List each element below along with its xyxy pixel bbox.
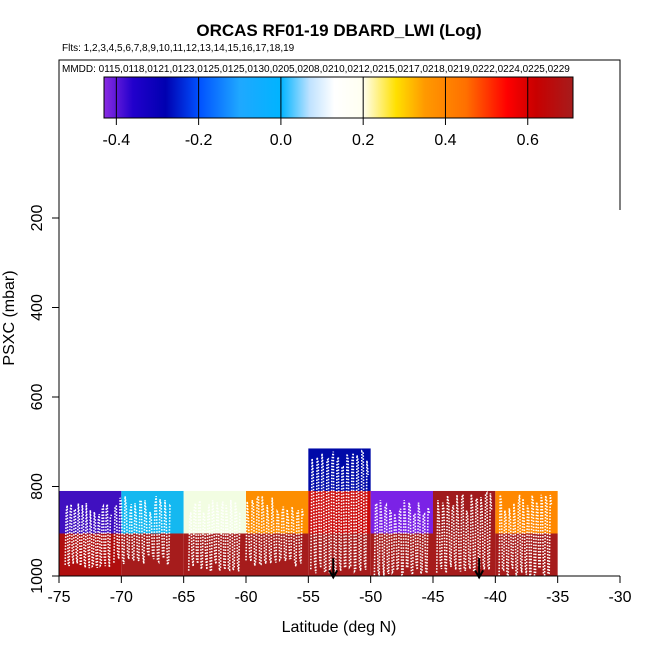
- markers: [328, 558, 484, 580]
- x-tick-label: -50: [359, 589, 382, 606]
- marker-arrow-head: [474, 569, 484, 580]
- heatmap-cell: [121, 490, 184, 534]
- flight-track: [187, 499, 242, 574]
- marker-arrow-head: [328, 569, 339, 580]
- x-tick-label: -65: [172, 589, 195, 606]
- flight-track: [64, 503, 113, 569]
- heatmap-cell: [121, 533, 184, 576]
- x-tick-label: -70: [110, 589, 133, 606]
- x-axis-ticks: -75 -70 -65 -60 -55 -50 -45 -40 -35 -30: [47, 576, 632, 606]
- y-tick-label: 600: [29, 384, 46, 411]
- legend-frame: [58, 59, 621, 210]
- x-axis-label: Latitude (deg N): [282, 619, 397, 636]
- y-axis-label: PSXC (mbar): [1, 270, 18, 365]
- colorbar-tick-label: 0.2: [352, 132, 374, 149]
- chart-title: ORCAS RF01-19 DBARD_LWI (Log): [196, 21, 481, 40]
- x-tick-label: -40: [484, 589, 507, 606]
- colorbar-tick-label: -0.4: [103, 132, 131, 149]
- x-tick-label: -35: [546, 589, 569, 606]
- flight-track: [435, 490, 493, 574]
- colorbar-tick-label: 0.4: [434, 132, 456, 149]
- x-tick-label: -45: [421, 589, 444, 606]
- colorbar-tick-label: -0.2: [185, 132, 213, 149]
- x-tick-label: -30: [608, 589, 631, 606]
- flight-track: [113, 495, 172, 565]
- flights-line: Flts: 1,2,3,4,5,6,7,8,9,10,11,12,13,14,1…: [62, 43, 295, 54]
- flight-tracks: [64, 449, 553, 576]
- colorbar-tick-label: 0.6: [517, 132, 539, 149]
- y-tick-label: 200: [29, 205, 46, 232]
- y-axis-ticks: 200 400 600 800 1000: [29, 205, 59, 594]
- flight-track: [373, 499, 431, 576]
- y-tick-label: 1000: [29, 558, 46, 594]
- y-tick-label: 400: [29, 294, 46, 321]
- x-tick-label: -60: [234, 589, 257, 606]
- flight-track: [498, 494, 553, 576]
- x-tick-label: -75: [47, 589, 70, 606]
- dates-line: MMDD: 0115,0118,0121,0123,0125,0125,0130…: [62, 64, 570, 75]
- y-tick-label: 800: [29, 473, 46, 500]
- colorbar-ticks: -0.4 -0.2 0.0 0.2 0.4 0.6: [103, 77, 539, 149]
- colorbar-tick-label: 0.0: [270, 132, 292, 149]
- x-tick-label: -55: [297, 589, 320, 606]
- colorbar: [103, 76, 574, 119]
- flight-track: [245, 495, 305, 567]
